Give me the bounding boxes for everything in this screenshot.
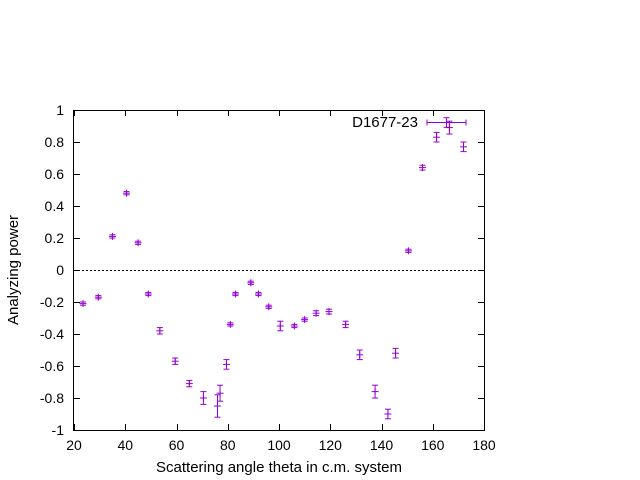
y-tick-label: 0.2 [45,230,65,246]
data-point [247,279,255,287]
y-tick-label: 0.4 [45,198,65,214]
data-point [94,293,102,301]
x-axis-title: Scattering angle theta in c.m. system [156,459,402,476]
y-axis-title: Analyzing power [5,215,22,325]
y-tick-label: -0.6 [40,358,64,374]
y-tick-label: -0.8 [40,390,64,406]
data-point [226,320,234,328]
data-point [342,320,350,329]
data-point [460,141,467,153]
y-tick-label: 0.8 [45,134,65,150]
data-point [325,308,333,316]
y-tick-label: 0.6 [45,166,65,182]
x-tick-label: 160 [421,437,445,453]
data-point [290,322,298,330]
data-point [384,408,392,420]
y-tick-label: -0.2 [40,294,64,310]
data-point [255,290,262,298]
data-point [433,131,441,143]
y-tick-label: -1 [52,422,65,438]
data-point [185,379,193,388]
data-point [134,239,142,247]
data-point [231,290,239,298]
data-point [356,349,364,361]
y-tick-label: 0 [56,262,64,278]
data-point [392,347,400,359]
x-tick-label: 40 [117,437,133,453]
plot-frame [73,110,485,431]
legend-label: D1677-23 [352,114,418,131]
data-point [371,384,379,399]
data-point [123,189,131,197]
data-point [156,327,164,335]
y-tick-labels: -1 -0.8 -0.6 -0.4 -0.2 0 0.2 0.4 0.6 0.8 1 [40,102,64,438]
data-point [79,300,87,308]
data-point [108,232,116,240]
x-tick-label: 20 [66,437,82,453]
axis-ticks [74,110,485,431]
data-point [214,394,221,418]
data-point [144,290,152,298]
data-point [171,357,179,365]
data-point [419,164,426,172]
x-tick-label: 180 [472,437,496,453]
data-point [222,359,230,370]
x-tick-label: 80 [220,437,236,453]
data-point [216,384,224,402]
x-tick-label: 140 [370,437,394,453]
data-points [79,120,467,420]
x-tick-labels: 20 40 60 80 100 120 140 160 180 [66,437,496,453]
data-point [199,391,207,405]
data-point [276,320,284,332]
data-point [265,303,273,311]
y-tick-label: -0.4 [40,326,64,342]
data-point [312,309,320,317]
data-point [301,316,309,324]
x-tick-label: 100 [267,437,291,453]
data-point [404,247,412,255]
y-tick-label: 1 [56,102,64,118]
x-tick-label: 60 [169,437,185,453]
legend: D1677-23 [352,114,467,131]
x-tick-label: 120 [319,437,343,453]
